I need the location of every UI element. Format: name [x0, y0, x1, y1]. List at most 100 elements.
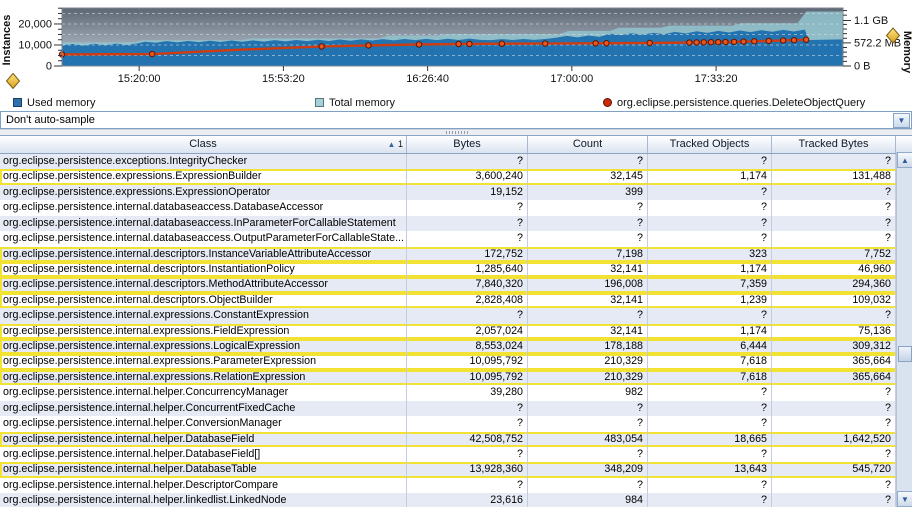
table-row[interactable]: org.eclipse.persistence.expressions.Expr… — [0, 169, 912, 184]
table-row[interactable]: org.eclipse.persistence.internal.descrip… — [0, 293, 912, 308]
table-row[interactable]: org.eclipse.persistence.internal.descrip… — [0, 247, 912, 262]
cell-tracked-bytes: 545,720 — [772, 462, 896, 477]
column-header-label: Tracked Bytes — [799, 138, 869, 150]
column-header-bytes[interactable]: Bytes — [407, 136, 528, 153]
cell-class-name: org.eclipse.persistence.internal.helper.… — [0, 447, 407, 462]
cell-tracked-bytes: ? — [772, 478, 896, 493]
column-header-tracked-bytes[interactable]: Tracked Bytes — [772, 136, 896, 153]
cell-count: 399 — [528, 185, 648, 200]
cell-class-name: org.eclipse.persistence.exceptions.Integ… — [0, 154, 407, 169]
column-header-class[interactable]: Class ▲ 1 — [0, 136, 407, 153]
table-row[interactable]: org.eclipse.persistence.internal.helper.… — [0, 432, 912, 447]
memory-chart-panel: 010,00020,000Instances0 B572.2 MB1.1 GBM… — [0, 0, 912, 94]
svg-text:20,000: 20,000 — [18, 18, 52, 30]
vertical-scrollbar[interactable]: ▲ ▼ — [896, 152, 912, 507]
cell-count: 32,141 — [528, 324, 648, 339]
sort-order-number: 1 — [398, 139, 403, 149]
column-header-count[interactable]: Count — [528, 136, 648, 153]
cell-tracked-bytes: ? — [772, 154, 896, 169]
column-header-label: Count — [573, 138, 602, 150]
table-row[interactable]: org.eclipse.persistence.internal.express… — [0, 324, 912, 339]
table-row[interactable]: org.eclipse.persistence.internal.helper.… — [0, 416, 912, 431]
cell-tracked-objects: ? — [648, 308, 772, 323]
cell-count: 32,145 — [528, 169, 648, 184]
legend-label: Used memory — [27, 97, 95, 109]
cell-bytes: 1,285,640 — [407, 262, 528, 277]
cell-tracked-objects: 1,174 — [648, 262, 772, 277]
table-row[interactable]: org.eclipse.persistence.internal.helper.… — [0, 493, 912, 507]
cell-class-name: org.eclipse.persistence.internal.express… — [0, 339, 407, 354]
cell-bytes: 2,057,024 — [407, 324, 528, 339]
cell-class-name: org.eclipse.persistence.internal.helper.… — [0, 416, 407, 431]
cell-tracked-bytes: ? — [772, 216, 896, 231]
chevron-down-icon: ▼ — [898, 117, 906, 125]
auto-sample-combobox[interactable]: Don't auto-sample ▼ — [0, 111, 912, 129]
cell-tracked-bytes: ? — [772, 447, 896, 462]
sort-indicator: ▲ 1 — [388, 136, 403, 153]
cell-class-name: org.eclipse.persistence.internal.helper.… — [0, 401, 407, 416]
sort-ascending-icon: ▲ — [388, 140, 396, 149]
svg-text:Instances: Instances — [1, 15, 13, 66]
table-row[interactable]: org.eclipse.persistence.expressions.Expr… — [0, 185, 912, 200]
scroll-down-button[interactable]: ▼ — [897, 491, 912, 507]
table-row[interactable]: org.eclipse.persistence.exceptions.Integ… — [0, 154, 912, 169]
cell-count: 210,329 — [528, 354, 648, 369]
table-row[interactable]: org.eclipse.persistence.internal.express… — [0, 370, 912, 385]
cell-bytes: ? — [407, 216, 528, 231]
table-row[interactable]: org.eclipse.persistence.internal.helper.… — [0, 385, 912, 400]
combobox-dropdown-button[interactable]: ▼ — [893, 113, 910, 128]
cell-class-name: org.eclipse.persistence.internal.express… — [0, 308, 407, 323]
cell-tracked-bytes: 7,752 — [772, 247, 896, 262]
cell-bytes: 7,840,320 — [407, 277, 528, 292]
cell-class-name: org.eclipse.persistence.internal.helper.… — [0, 462, 407, 477]
cell-tracked-bytes: ? — [772, 385, 896, 400]
cell-tracked-bytes: 131,488 — [772, 169, 896, 184]
table-row[interactable]: org.eclipse.persistence.internal.descrip… — [0, 262, 912, 277]
class-statistics-table: Class ▲ 1 Bytes Count Tracked Objects Tr… — [0, 135, 912, 507]
scrollbar-thumb[interactable] — [898, 346, 912, 362]
cell-bytes: ? — [407, 231, 528, 246]
cell-count: 982 — [528, 385, 648, 400]
cell-count: 984 — [528, 493, 648, 507]
cell-count: 32,141 — [528, 293, 648, 308]
table-row[interactable]: org.eclipse.persistence.internal.databas… — [0, 200, 912, 215]
column-header-tracked-objects[interactable]: Tracked Objects — [648, 136, 772, 153]
table-header: Class ▲ 1 Bytes Count Tracked Objects Tr… — [0, 135, 912, 154]
table-row[interactable]: org.eclipse.persistence.internal.express… — [0, 308, 912, 323]
cell-count: 32,141 — [528, 262, 648, 277]
table-row[interactable]: org.eclipse.persistence.internal.databas… — [0, 216, 912, 231]
cell-tracked-bytes: 365,664 — [772, 354, 896, 369]
cell-count: 210,329 — [528, 370, 648, 385]
cell-tracked-objects: 7,618 — [648, 354, 772, 369]
table-row[interactable]: org.eclipse.persistence.internal.descrip… — [0, 277, 912, 292]
cell-count: ? — [528, 401, 648, 416]
cell-tracked-objects: ? — [648, 154, 772, 169]
svg-text:10,000: 10,000 — [18, 39, 52, 51]
bookmark-diamond-icon-left[interactable] — [7, 74, 20, 89]
cell-tracked-objects: ? — [648, 231, 772, 246]
table-row[interactable]: org.eclipse.persistence.internal.databas… — [0, 231, 912, 246]
table-row[interactable]: org.eclipse.persistence.internal.helper.… — [0, 401, 912, 416]
svg-text:15:20:00: 15:20:00 — [118, 73, 161, 85]
cell-class-name: org.eclipse.persistence.internal.express… — [0, 354, 407, 369]
cell-tracked-objects: 18,665 — [648, 432, 772, 447]
cell-bytes: ? — [407, 401, 528, 416]
cell-count: 348,209 — [528, 462, 648, 477]
table-row[interactable]: org.eclipse.persistence.internal.helper.… — [0, 462, 912, 477]
cell-tracked-bytes: 365,664 — [772, 370, 896, 385]
used-memory-swatch-icon — [13, 98, 22, 107]
table-row[interactable]: org.eclipse.persistence.internal.helper.… — [0, 478, 912, 493]
cell-tracked-objects: ? — [648, 416, 772, 431]
cell-tracked-bytes: 46,960 — [772, 262, 896, 277]
table-row[interactable]: org.eclipse.persistence.internal.helper.… — [0, 447, 912, 462]
table-row[interactable]: org.eclipse.persistence.internal.express… — [0, 354, 912, 369]
cell-bytes: ? — [407, 478, 528, 493]
cell-bytes: ? — [407, 200, 528, 215]
legend-item-delete-object-query: org.eclipse.persistence.queries.DeleteOb… — [603, 96, 865, 109]
table-row[interactable]: org.eclipse.persistence.internal.express… — [0, 339, 912, 354]
cell-class-name: org.eclipse.persistence.internal.descrip… — [0, 262, 407, 277]
cell-class-name: org.eclipse.persistence.internal.express… — [0, 324, 407, 339]
cell-count: ? — [528, 447, 648, 462]
scroll-up-button[interactable]: ▲ — [897, 152, 912, 168]
cell-class-name: org.eclipse.persistence.internal.descrip… — [0, 293, 407, 308]
